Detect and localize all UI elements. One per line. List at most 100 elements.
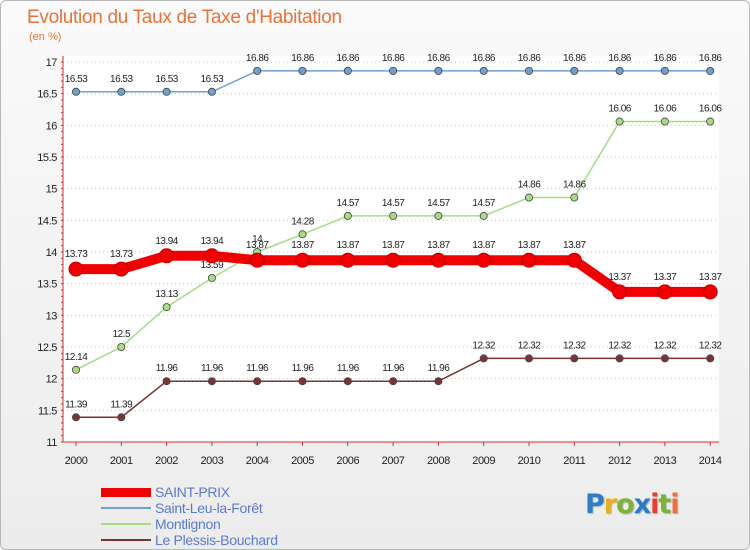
data-label: 14 bbox=[252, 234, 263, 245]
y-tick-label: 11.5 bbox=[38, 405, 57, 417]
data-label: 11.96 bbox=[382, 363, 405, 374]
data-label: 13.87 bbox=[427, 240, 450, 251]
x-tick-label: 2009 bbox=[472, 455, 495, 467]
data-label: 16.86 bbox=[291, 53, 314, 64]
legend-swatch bbox=[101, 539, 151, 541]
proxiti-logo: Proxiti bbox=[585, 489, 680, 520]
data-point bbox=[117, 87, 126, 96]
data-point bbox=[570, 66, 579, 75]
data-label: 13.87 bbox=[563, 240, 586, 251]
logo-letter: t bbox=[658, 489, 671, 520]
y-tick-label: 16.5 bbox=[37, 89, 57, 101]
chart-subtitle: (en %) bbox=[29, 31, 62, 43]
data-label: 12.32 bbox=[608, 340, 631, 351]
data-point bbox=[479, 66, 488, 75]
data-point bbox=[343, 377, 352, 386]
data-label: 11.96 bbox=[428, 363, 451, 374]
data-label: 16.86 bbox=[246, 53, 269, 64]
data-label: 16.86 bbox=[654, 53, 677, 64]
data-label: 11.96 bbox=[337, 363, 360, 374]
x-tick-label: 2010 bbox=[518, 455, 541, 467]
x-tick-label: 2005 bbox=[291, 455, 314, 467]
data-point bbox=[570, 354, 579, 363]
x-tick-label: 2008 bbox=[427, 455, 450, 467]
data-label: 13.13 bbox=[155, 289, 178, 300]
data-label: 14.28 bbox=[291, 216, 314, 227]
data-point bbox=[298, 230, 307, 239]
data-label: 13.73 bbox=[65, 249, 88, 260]
y-tick-label: 15 bbox=[46, 184, 58, 196]
data-point bbox=[660, 66, 669, 75]
legend-item: SAINT-PRIX bbox=[101, 484, 361, 500]
y-tick-label: 14 bbox=[46, 247, 58, 259]
data-label: 12.32 bbox=[472, 340, 495, 351]
data-label: 16.06 bbox=[654, 104, 677, 115]
data-point bbox=[162, 303, 171, 312]
data-label: 16.86 bbox=[699, 53, 722, 64]
legend-item: Le Plessis-Bouchard bbox=[101, 532, 361, 548]
y-tick-label: 17 bbox=[46, 57, 58, 69]
data-point bbox=[660, 117, 669, 126]
data-label: 13.37 bbox=[654, 272, 677, 283]
data-point bbox=[295, 252, 310, 268]
data-label: 16.53 bbox=[65, 74, 88, 85]
legend-swatch bbox=[101, 487, 151, 497]
data-label: 16.53 bbox=[155, 74, 178, 85]
x-tick-label: 2001 bbox=[110, 455, 133, 467]
y-tick-label: 16 bbox=[46, 120, 58, 132]
data-point bbox=[207, 87, 216, 96]
data-point bbox=[706, 66, 715, 75]
data-label: 11.39 bbox=[110, 399, 133, 410]
data-point bbox=[525, 354, 534, 363]
y-tick-label: 12.5 bbox=[37, 342, 57, 354]
data-point bbox=[298, 66, 307, 75]
x-tick-label: 2011 bbox=[563, 455, 585, 467]
logo-letter: o bbox=[616, 489, 635, 520]
data-label: 12.32 bbox=[654, 340, 677, 351]
data-label: 14.57 bbox=[337, 198, 360, 209]
logo-letter: i bbox=[670, 489, 679, 520]
data-point bbox=[389, 211, 398, 220]
data-point bbox=[389, 377, 398, 386]
data-point bbox=[434, 66, 443, 75]
data-point bbox=[660, 354, 669, 363]
data-point bbox=[72, 413, 81, 422]
data-point bbox=[207, 377, 216, 386]
data-label: 16.06 bbox=[699, 104, 722, 115]
data-point bbox=[117, 413, 126, 422]
data-label: 16.53 bbox=[201, 74, 224, 85]
data-label: 11.39 bbox=[65, 399, 88, 410]
data-point bbox=[298, 377, 307, 386]
data-label: 16.86 bbox=[382, 53, 405, 64]
data-label: 12.5 bbox=[113, 329, 131, 340]
data-label: 16.86 bbox=[518, 53, 541, 64]
legend: SAINT-PRIX Saint-Leu-la-Forêt Montlignon Le… bbox=[101, 484, 361, 548]
data-label: 14.86 bbox=[518, 180, 541, 191]
data-label: 16.86 bbox=[337, 53, 360, 64]
data-point bbox=[204, 248, 220, 264]
x-tick-label: 2006 bbox=[336, 455, 359, 467]
data-label: 16.86 bbox=[563, 53, 586, 64]
data-label: 14.57 bbox=[472, 198, 495, 209]
data-label: 13.94 bbox=[155, 236, 178, 247]
data-point bbox=[612, 284, 628, 300]
data-point bbox=[570, 193, 579, 202]
data-point bbox=[566, 252, 582, 268]
data-label: 13.73 bbox=[110, 249, 133, 260]
data-label: 13.87 bbox=[337, 240, 360, 251]
data-label: 13.94 bbox=[201, 236, 224, 247]
data-label: 14.57 bbox=[427, 198, 450, 209]
data-point bbox=[525, 193, 534, 202]
data-label: 13.87 bbox=[472, 240, 495, 251]
logo-letter: x bbox=[633, 489, 651, 520]
data-point bbox=[72, 87, 81, 96]
data-point bbox=[521, 252, 537, 268]
data-point bbox=[706, 354, 715, 363]
data-label: 11.96 bbox=[292, 363, 315, 374]
x-tick-label: 2012 bbox=[608, 455, 631, 467]
data-point bbox=[615, 354, 624, 363]
data-label: 16.86 bbox=[427, 53, 450, 64]
data-point bbox=[249, 252, 265, 268]
data-point bbox=[340, 252, 356, 268]
x-tick-label: 2014 bbox=[699, 455, 722, 467]
